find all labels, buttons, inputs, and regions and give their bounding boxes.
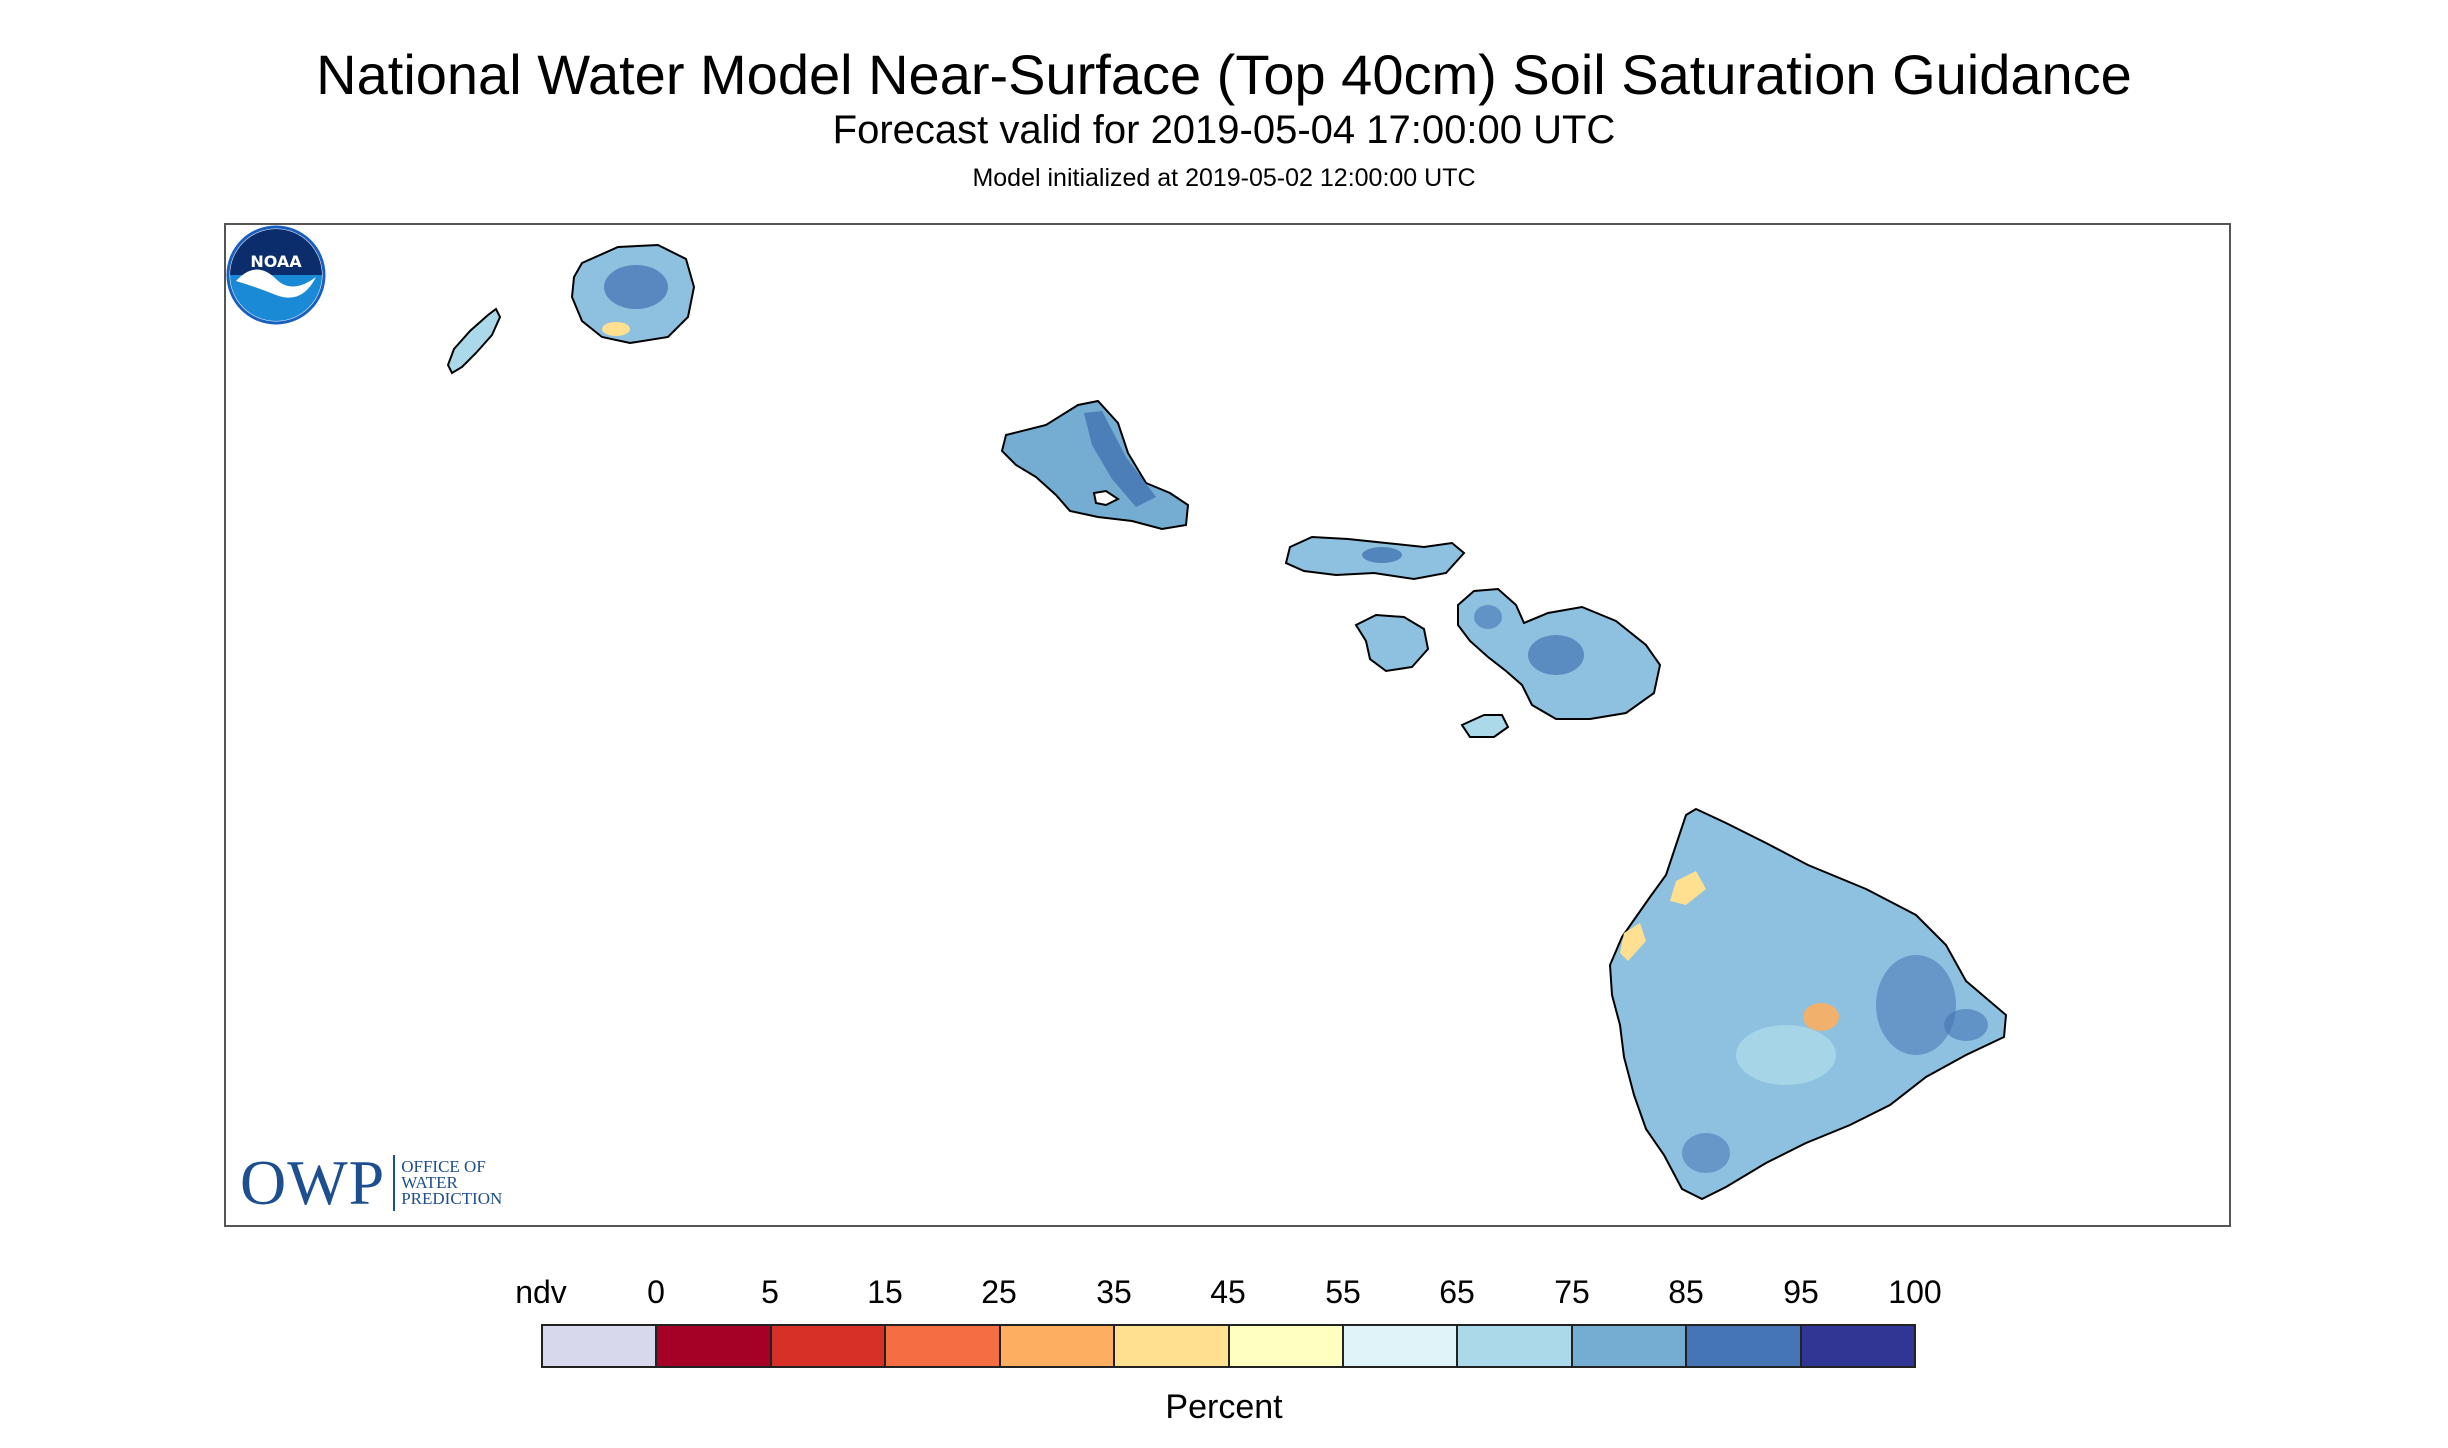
hawaii-map [446,243,2008,1201]
legend-tick-0: 0 [647,1274,665,1310]
map-title: National Water Model Near-Surface (Top 4… [316,43,2132,106]
legend-swatch-45-55 [1229,1326,1344,1366]
legend-tick-15: 15 [867,1274,903,1310]
map-frame: OWP OFFICE OF WATER PREDICTION NOAA [224,223,2231,1227]
noaa-logo: NOAA [226,225,326,325]
hawaii-hilo-wet [1876,955,1956,1055]
molokai-wet-zone [1362,547,1402,563]
legend-swatch-ndv [543,1326,658,1366]
owp-logo-divider [393,1155,396,1211]
owp-logo-line-3: PREDICTION [401,1189,503,1208]
legend-swatch-95-100 [1801,1326,1915,1366]
owp-logo-line-2: WATER [401,1173,458,1192]
model-init-time: Model initialized at 2019-05-02 12:00:00… [972,164,1476,192]
legend-swatch-55-65 [1343,1326,1459,1366]
legend-swatch-5-15 [771,1326,887,1366]
owp-logo-text: OFFICE OF WATER PREDICTION [401,1157,503,1208]
island-niihau [446,307,502,375]
hawaii-saddle-mid [1736,1025,1836,1085]
legend-tick-ndv: ndv [515,1274,567,1310]
hawaii-puna-wet [1944,1009,1988,1041]
legend-tick-55: 55 [1325,1274,1361,1310]
legend-swatch-85-95 [1687,1326,1802,1366]
legend-swatch-35-45 [1115,1326,1230,1366]
hawaii-south-wet [1682,1133,1730,1173]
oahu-wet-ridge [1084,411,1156,507]
color-legend-bar [541,1324,1916,1368]
owp-logo: OWP OFFICE OF WATER PREDICTION [240,1147,503,1218]
forecast-valid-time: Forecast valid for 2019-05-04 17:00:00 U… [832,108,1616,152]
oahu-pearl-harbor [1092,489,1120,507]
owp-logo-letters: OWP [240,1147,386,1218]
legend-swatch-0-5 [657,1326,772,1366]
legend-tick-85: 85 [1668,1274,1704,1310]
legend-tick-65: 65 [1439,1274,1475,1310]
legend-swatch-25-35 [1000,1326,1116,1366]
kauai-wet-zone [604,265,668,309]
legend-tick-95: 95 [1783,1274,1819,1310]
noaa-logo-text: NOAA [250,252,302,271]
legend-tick-35: 35 [1096,1274,1132,1310]
hawaii-maunakea-dry [1803,1003,1839,1031]
maui-west-wet [1474,605,1502,629]
kauai-dry-spot [602,322,630,336]
hawaii-kohala-dry [1670,871,1706,905]
hawaii-kona-dry [1620,923,1646,961]
maui-wet-zone [1528,635,1584,675]
legend-tick-5: 5 [761,1274,779,1310]
island-lanai [1354,613,1430,673]
island-hawaii [1608,807,2008,1201]
legend-swatch-65-75 [1458,1326,1573,1366]
legend-tick-45: 45 [1210,1274,1246,1310]
legend-swatch-75-85 [1572,1326,1688,1366]
legend-tick-75: 75 [1554,1274,1590,1310]
legend-tick-25: 25 [981,1274,1017,1310]
island-kahoolawe [1460,714,1510,738]
owp-logo-line-1: OFFICE OF [401,1157,486,1176]
legend-tick-100: 100 [1888,1274,1942,1310]
legend-units-label: Percent [1165,1388,1283,1426]
legend-swatch-15-25 [886,1326,1001,1366]
